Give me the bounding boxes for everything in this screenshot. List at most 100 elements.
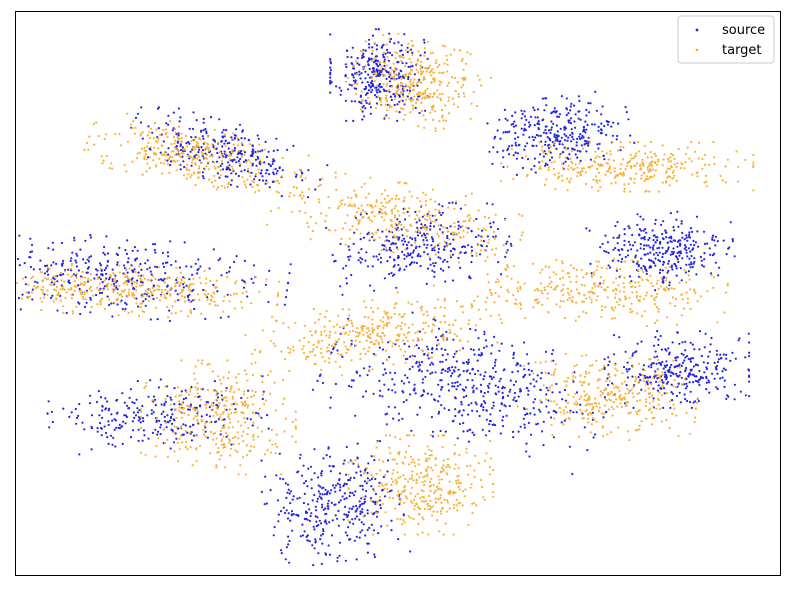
target-point xyxy=(364,64,367,68)
source-point xyxy=(19,308,22,311)
source-point xyxy=(363,498,366,501)
source-point xyxy=(432,240,435,243)
target-point xyxy=(436,96,439,99)
source-point xyxy=(603,358,606,361)
target-point xyxy=(216,188,219,191)
target-point xyxy=(713,156,716,159)
target-point xyxy=(752,161,755,164)
source-point xyxy=(385,48,389,52)
source-point xyxy=(426,392,429,395)
target-point xyxy=(173,128,177,131)
source-point xyxy=(329,396,332,399)
source-point xyxy=(345,277,348,280)
source-point xyxy=(337,509,340,512)
target-point xyxy=(140,279,143,282)
target-point xyxy=(437,235,440,238)
source-point xyxy=(482,346,486,349)
target-point xyxy=(421,97,424,100)
target-point xyxy=(447,206,450,209)
target-point xyxy=(433,200,437,203)
source-point xyxy=(380,46,383,49)
target-point xyxy=(604,173,607,176)
source-point xyxy=(533,109,536,112)
source-point xyxy=(372,61,375,64)
source-point xyxy=(144,304,147,307)
source-point xyxy=(676,331,679,334)
target-point xyxy=(404,98,408,101)
source-point xyxy=(663,392,666,395)
target-point xyxy=(684,152,688,156)
source-point xyxy=(383,58,386,61)
source-point xyxy=(726,394,729,397)
target-point xyxy=(217,166,220,169)
target-point xyxy=(394,204,397,208)
target-point xyxy=(447,99,450,102)
target-point xyxy=(397,222,401,225)
source-point xyxy=(400,44,403,47)
source-point xyxy=(442,248,445,251)
source-point xyxy=(350,385,353,388)
target-point xyxy=(402,226,406,229)
source-point xyxy=(453,396,457,399)
source-point xyxy=(286,483,290,486)
source-point xyxy=(524,413,527,416)
source-point xyxy=(615,138,618,141)
target-point xyxy=(64,296,67,300)
source-point xyxy=(328,455,332,458)
target-point xyxy=(149,146,152,149)
target-point xyxy=(591,275,594,279)
source-point xyxy=(556,130,559,133)
source-point xyxy=(529,123,532,127)
source-point xyxy=(95,293,98,297)
source-point xyxy=(637,275,641,278)
source-point xyxy=(354,79,357,82)
source-point xyxy=(331,253,334,257)
source-point xyxy=(684,340,687,343)
source-point xyxy=(447,266,450,269)
source-point xyxy=(424,224,427,227)
source-point xyxy=(657,258,660,262)
source-point xyxy=(693,260,696,263)
source-point xyxy=(511,430,515,433)
source-point xyxy=(686,255,689,258)
target-point xyxy=(669,156,672,159)
target-point xyxy=(111,288,114,291)
source-point xyxy=(347,526,350,529)
target-point xyxy=(426,218,429,222)
source-point xyxy=(506,394,509,397)
source-point xyxy=(511,371,514,374)
source-point xyxy=(348,507,351,510)
target-point xyxy=(724,291,728,294)
source-point xyxy=(100,434,103,437)
source-point xyxy=(84,261,87,265)
source-point xyxy=(624,255,627,259)
target-point xyxy=(55,297,58,300)
source-point xyxy=(332,465,335,468)
source-point xyxy=(446,260,449,263)
target-point xyxy=(353,189,356,192)
target-point xyxy=(127,291,130,294)
target-point xyxy=(327,195,330,198)
target-point xyxy=(612,258,616,261)
target-point xyxy=(198,155,201,158)
source-point xyxy=(320,562,323,566)
source-point xyxy=(418,78,421,81)
target-point xyxy=(230,165,234,168)
source-point xyxy=(717,358,721,361)
target-point xyxy=(203,148,206,151)
target-point xyxy=(685,281,688,284)
source-point xyxy=(612,236,615,239)
source-point xyxy=(313,547,316,550)
source-point xyxy=(436,244,440,247)
target-point xyxy=(99,303,102,306)
target-point xyxy=(146,294,149,297)
source-point xyxy=(474,235,478,239)
target-point xyxy=(293,194,296,197)
source-point xyxy=(406,252,410,255)
target-point xyxy=(93,143,96,146)
source-point xyxy=(202,288,205,292)
target-point xyxy=(164,159,167,162)
target-point xyxy=(650,164,653,167)
source-point xyxy=(458,422,462,426)
source-point xyxy=(79,312,82,316)
